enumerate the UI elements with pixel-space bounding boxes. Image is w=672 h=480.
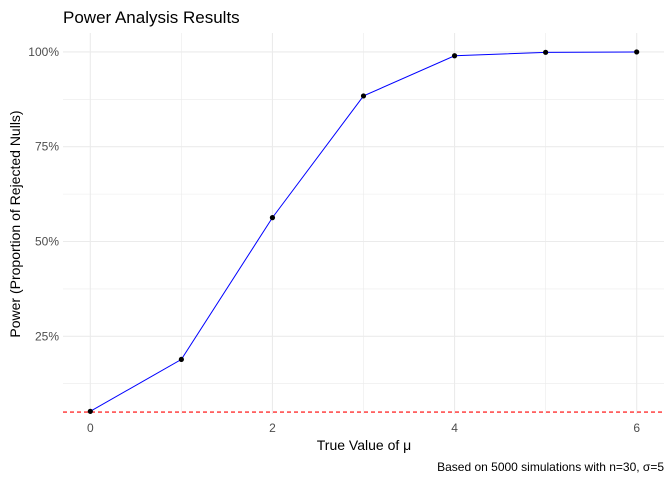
y-tick-label: 75% bbox=[35, 140, 59, 154]
y-tick-label: 50% bbox=[35, 235, 59, 249]
data-point bbox=[87, 408, 93, 414]
y-axis-title: Power (Proportion of Rejected Nulls) bbox=[7, 110, 23, 337]
x-tick-label: 2 bbox=[269, 421, 276, 435]
chart-caption: Based on 5000 simulations with n=30, σ=5 bbox=[437, 460, 664, 474]
data-point bbox=[269, 215, 276, 221]
data-point bbox=[178, 356, 184, 363]
data-point bbox=[634, 49, 640, 55]
series-group bbox=[87, 49, 640, 414]
y-tick-label: 100% bbox=[28, 45, 59, 59]
x-tick-label: 6 bbox=[633, 421, 640, 435]
grid-lines bbox=[63, 33, 664, 414]
data-point bbox=[360, 93, 367, 99]
chart-title: Power Analysis Results bbox=[63, 8, 240, 27]
x-tick-label: 4 bbox=[451, 421, 458, 435]
x-axis-ticks: 0 2 4 6 bbox=[87, 421, 640, 435]
data-point bbox=[451, 53, 458, 59]
data-point bbox=[543, 49, 549, 55]
x-axis-title: True Value of μ bbox=[317, 437, 411, 453]
y-tick-label: 25% bbox=[35, 329, 59, 343]
x-tick-label: 0 bbox=[87, 421, 94, 435]
y-axis-ticks: 25% 50% 75% 100% bbox=[28, 45, 59, 343]
